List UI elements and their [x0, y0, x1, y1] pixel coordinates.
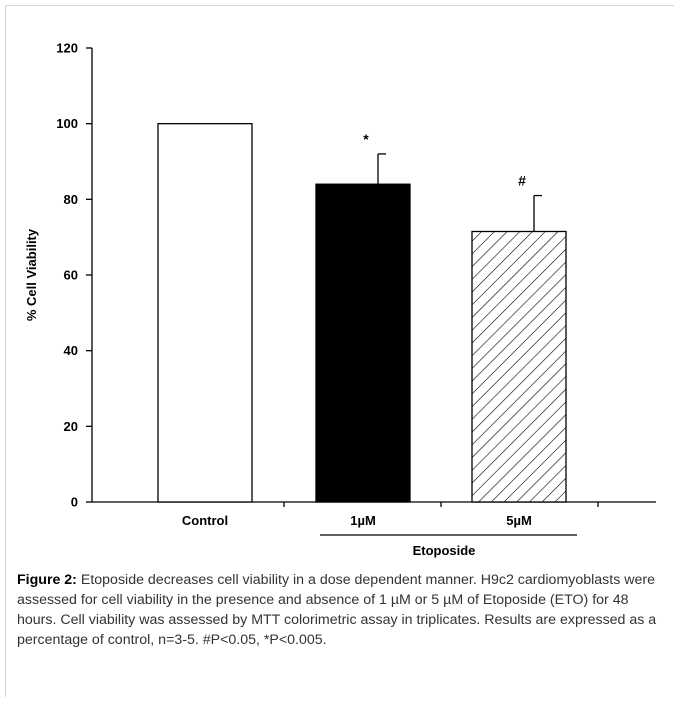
figure-caption: Figure 2: Etoposide decreases cell viabi…: [17, 570, 665, 650]
y-tick-label: 80: [64, 192, 78, 207]
significance-marker: #: [518, 173, 526, 189]
chart-labels: 0 20 40 60 80 100 120 % Cell Viability Control * 1…: [24, 41, 532, 559]
y-axis-label: % Cell Viability: [24, 228, 39, 321]
bar-chart: 0 20 40 60 80 100 120 % Cell Viability Control * 1…: [24, 41, 656, 559]
y-tick-label: 0: [71, 495, 78, 510]
y-tick-label: 20: [64, 419, 78, 434]
y-tick-label: 40: [64, 343, 78, 358]
caption-text: Etoposide decreases cell viability in a …: [17, 572, 657, 648]
y-tick-label: 120: [56, 41, 78, 56]
caption-label: Figure 2:: [17, 572, 77, 588]
figure-frame: [5, 5, 674, 697]
y-tick-label: 60: [64, 268, 78, 283]
bars: [157, 123, 567, 503]
category-label: Control: [182, 513, 228, 528]
bar: [315, 183, 411, 503]
bar: [471, 230, 567, 503]
significance-marker: *: [363, 131, 369, 147]
bar: [157, 123, 253, 503]
y-tick-label: 100: [56, 116, 78, 131]
group-label: Etoposide: [413, 543, 476, 558]
category-label: 1µM: [350, 513, 376, 528]
category-label: 5µM: [506, 513, 532, 528]
